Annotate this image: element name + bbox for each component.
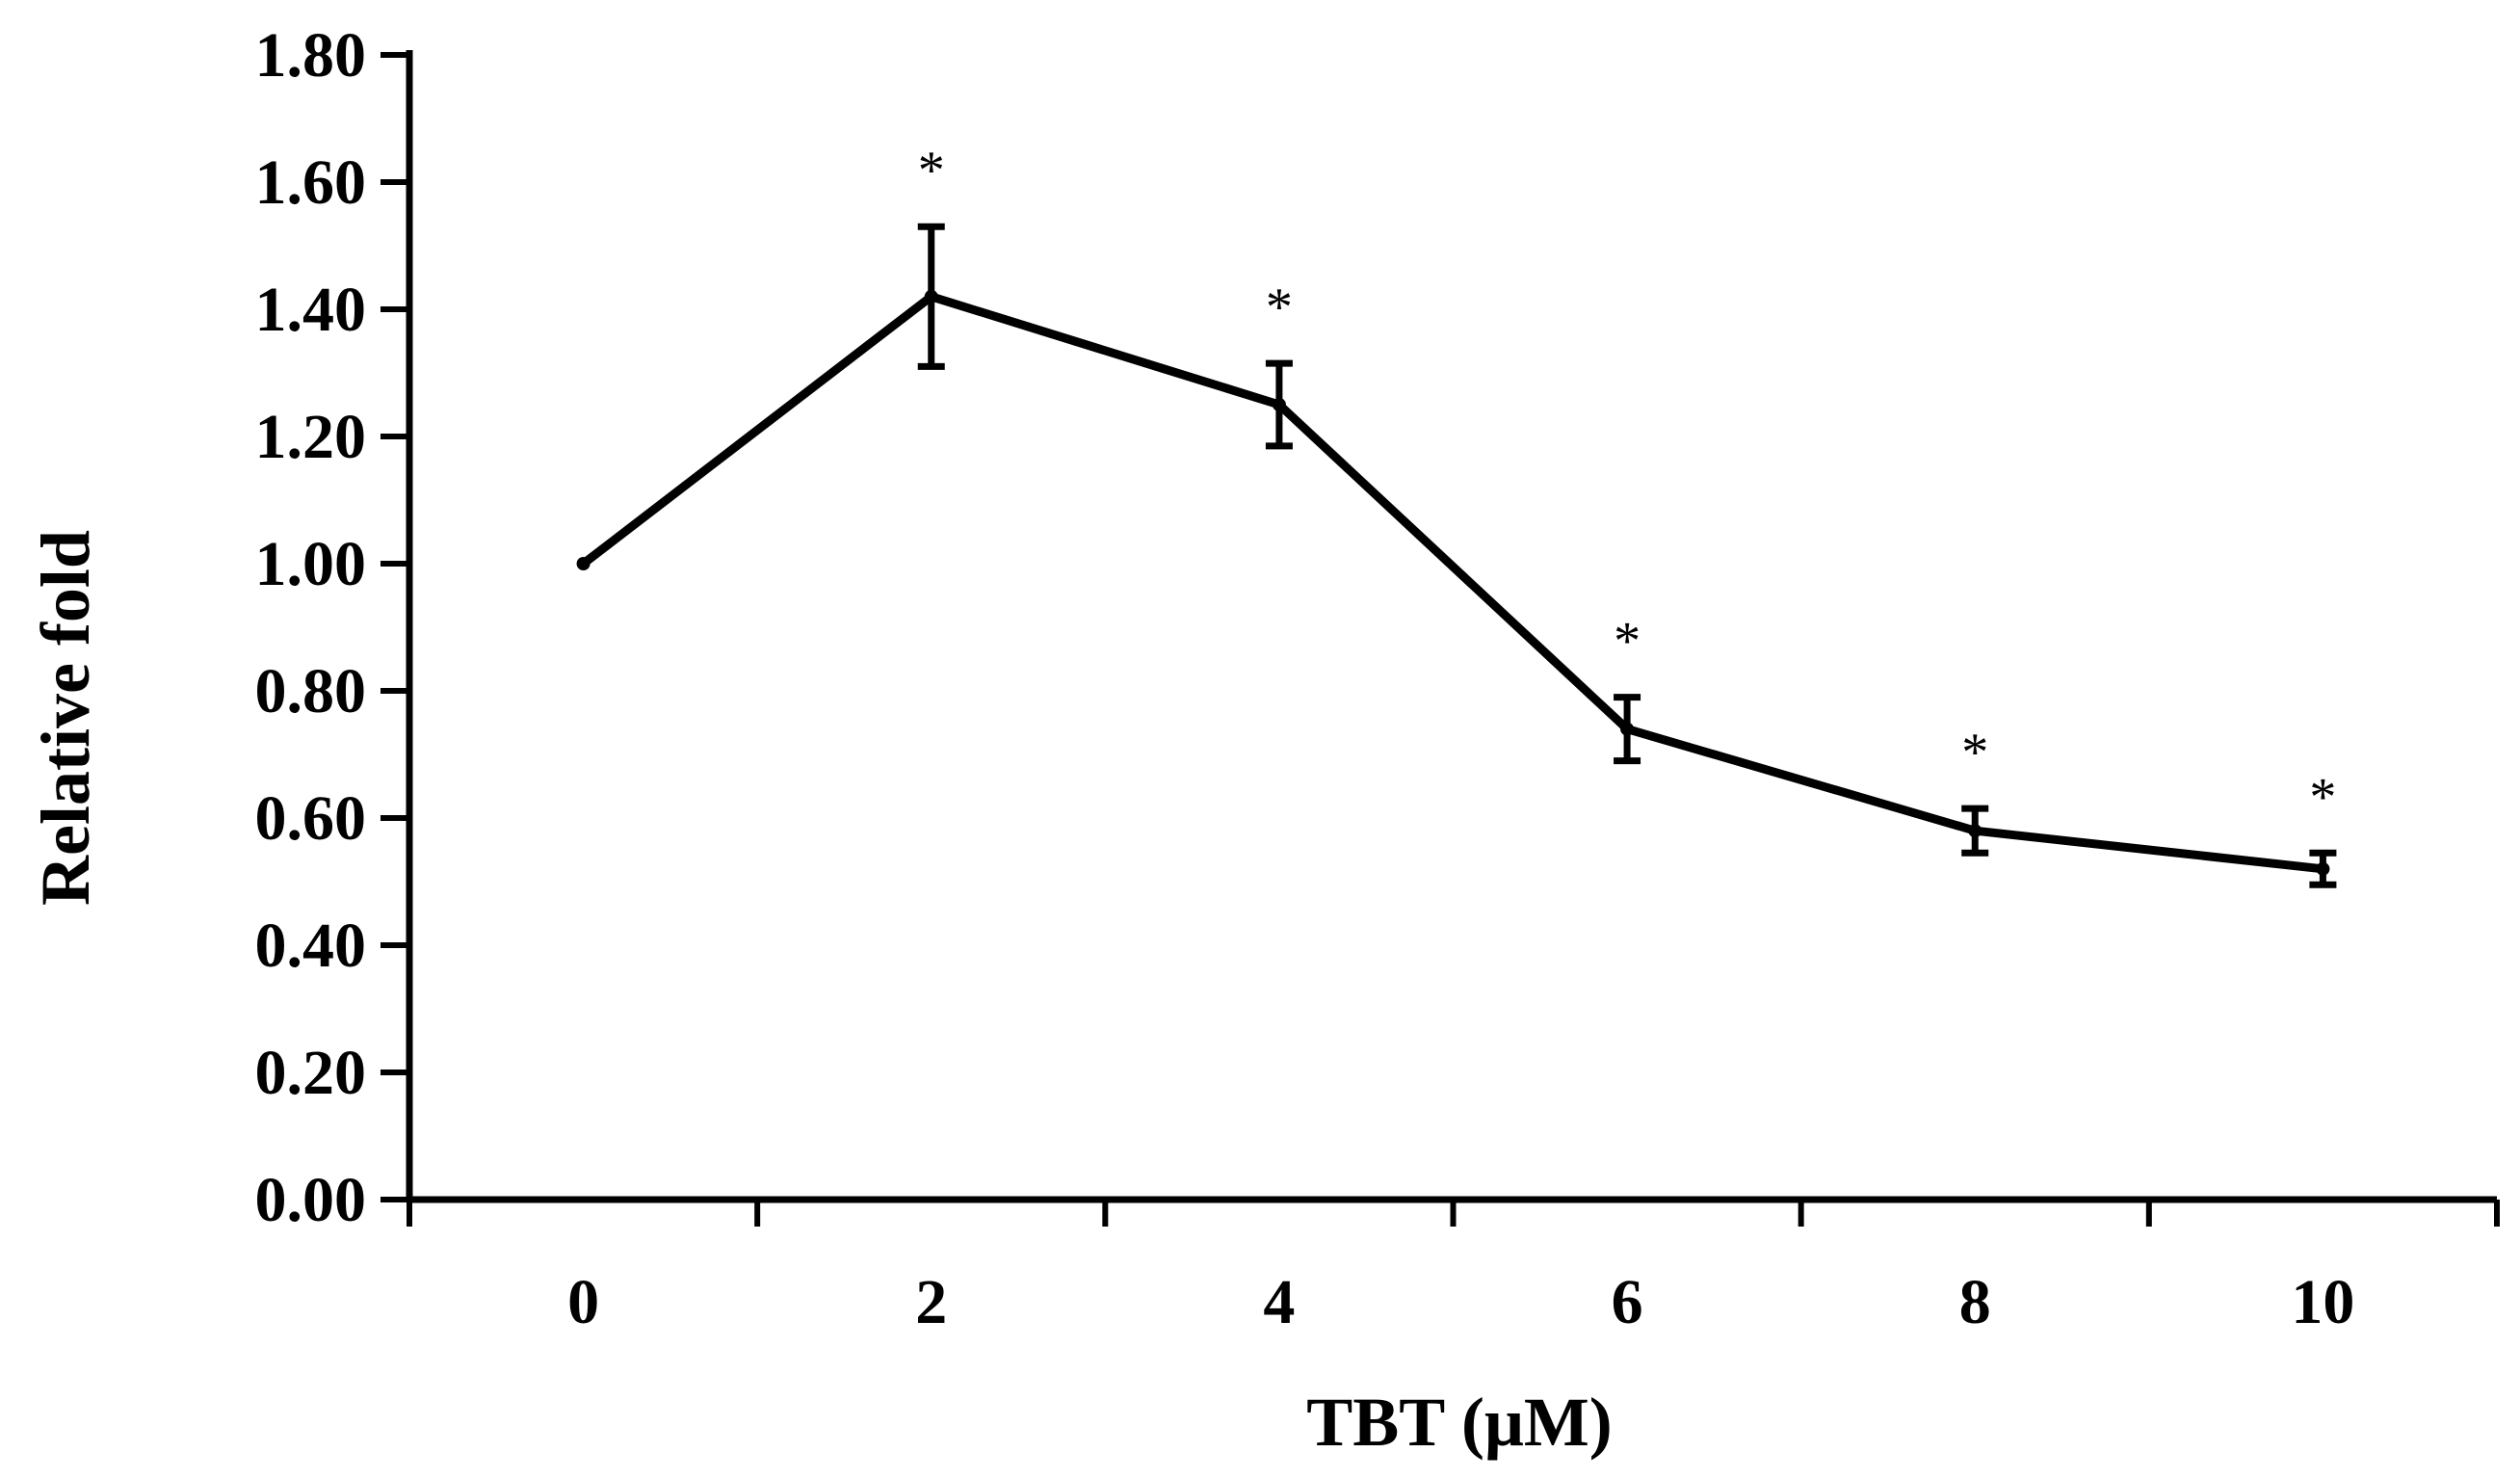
y-tick-label: 0.60	[255, 783, 367, 854]
data-point	[576, 557, 591, 570]
y-tick-label: 1.20	[255, 402, 367, 472]
significance-marker: *	[2309, 767, 2336, 827]
y-tick-label: 0.40	[255, 911, 367, 981]
y-axis-title: Relative fold	[27, 530, 104, 906]
x-tick-label: 0	[567, 1267, 599, 1337]
y-tick-label: 0.00	[255, 1165, 367, 1235]
y-tick-label: 1.00	[255, 529, 367, 599]
y-tick-label: 0.20	[255, 1038, 367, 1108]
significance-marker: *	[918, 141, 945, 200]
y-tick-label: 1.40	[255, 275, 367, 345]
significance-marker: *	[1614, 612, 1641, 672]
y-tick-label: 1.80	[255, 20, 367, 91]
y-tick-label: 0.80	[255, 656, 367, 726]
x-tick-label: 6	[1612, 1267, 1643, 1337]
series-line	[580, 292, 2323, 874]
x-tick-label: 10	[2291, 1267, 2354, 1337]
x-tick-label: 4	[1263, 1267, 1295, 1337]
chart-marks: * * * * *	[576, 141, 2337, 888]
x-axis-title: TBT (μM)	[1306, 1384, 1613, 1461]
significance-marker: *	[1266, 277, 1293, 337]
axes: 0.00 0.20 0.40 0.60 0.80 1.00 1.20 1.40 1.60 1.80…	[255, 20, 2500, 1337]
significance-marker: *	[1961, 723, 1988, 782]
x-tick-label: 2	[915, 1267, 947, 1337]
x-tick-label: 8	[1959, 1267, 1991, 1337]
y-tick-label: 1.60	[255, 147, 367, 218]
